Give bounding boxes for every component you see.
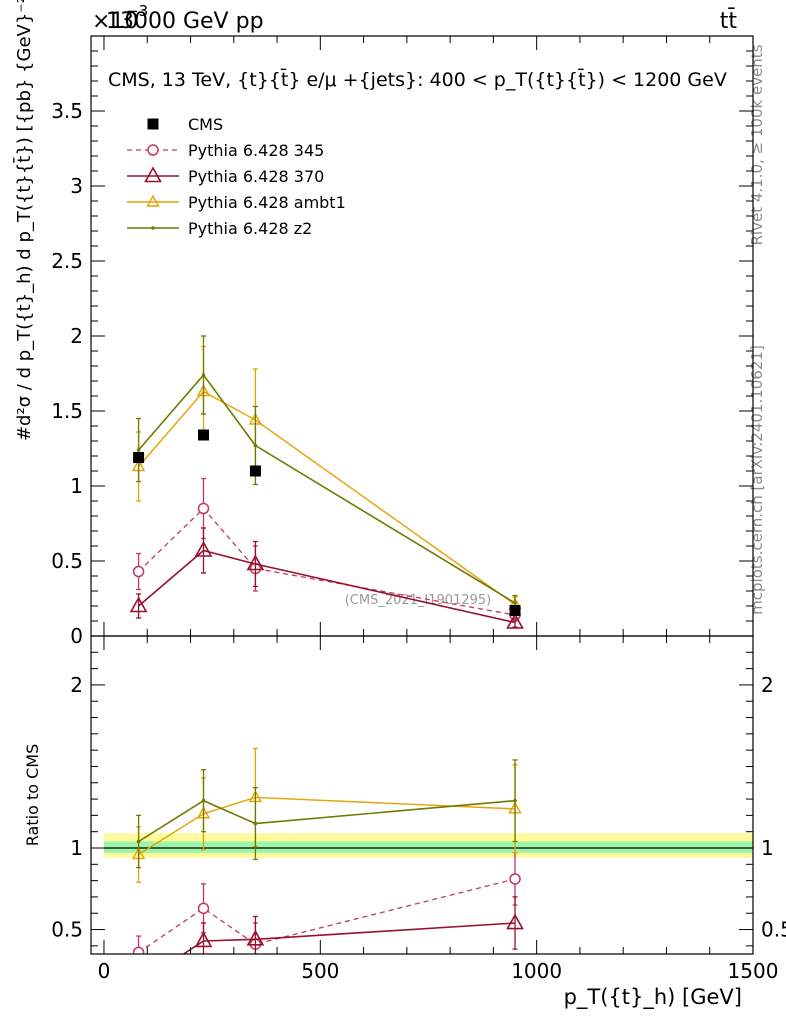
legend: CMS Pythia 6.428 345 Pythia 6.428 370 Pythi… [127,115,346,238]
z2-point [136,839,141,844]
p370-point [194,540,213,557]
process-title: 13000 GeV pp [106,9,264,34]
p345-point [509,873,521,885]
cms-point [133,452,145,463]
p370-line [138,549,516,624]
legend-marker-p370 [144,166,162,183]
final-state-title: tt̄ [720,8,738,34]
cms-point [249,465,261,477]
ratio-plot-area [103,747,753,989]
p345-point [132,565,145,578]
p370-line [182,922,516,954]
legend-label-ambt1: Pythia 6.428 ambt1 [188,193,346,212]
main-y-tick-label: 0.5 [51,549,83,573]
p345-point [132,946,145,954]
ratio-y-tick-label: 0.5 [51,918,83,942]
z2-point [253,443,258,448]
legend-marker-cms [147,118,159,130]
z2-line [138,799,516,843]
z2-point [201,373,206,377]
x-tick-label: 0 [98,959,111,983]
main-y-tick-label: 1 [70,474,83,498]
analysis-annotation: CMS, 13 TeV, {t}{t̄} e/μ +{jets}: 400 < … [108,67,727,91]
x-tick-label: 1500 [728,959,779,983]
main-y-tick-label: 3.5 [51,99,83,123]
rivet-version-note: Rivet 4.1.0, ≥ 100k events [748,44,766,245]
p345-line [138,878,516,953]
main-y-tick-label: 1.5 [51,399,83,423]
main-y-tick-label: 2 [70,324,83,348]
z2-point [513,798,517,803]
legend-label-p345: Pythia 6.428 345 [188,141,324,160]
main-y-tick-label: 2.5 [51,249,83,273]
ratio-frame [90,635,754,955]
ratio-y-tick-label: 1 [70,836,83,860]
p370-point [194,931,213,948]
mcplots-note: mcplots.cern.ch [arXiv:2401.10621] [748,345,766,615]
main-plot-area [129,335,524,629]
p370-point [506,913,524,930]
p370-point [131,975,146,989]
ratio-y-tick-label-right: 1 [761,836,774,860]
main-panel: 0 0.5 1 1.5 2 2.5 3 3.5 [51,36,754,648]
p370-point [506,612,524,629]
ratio-y-tick-label: 2 [70,673,83,697]
main-y-tick-label: 3 [70,174,83,198]
p370-point [246,554,265,571]
x-tick-label: 500 [301,959,339,983]
uncertainty-band-inner [103,841,753,853]
p370-point [246,929,265,946]
z2-point [136,448,141,452]
p345-point [197,902,210,915]
cms-point [197,429,209,441]
legend-label-z2: Pythia 6.428 z2 [188,219,312,238]
z2-point [253,821,258,826]
cms-point [509,605,521,616]
scale-exponent: −3 [126,2,148,20]
x-axis-label: p_T({t}_h) [GeV] [564,985,742,1010]
p345-point [197,502,210,515]
scale-prefix: ×10 [92,9,138,34]
p370-point [129,596,148,613]
ratio-y-tick-label-right: 2 [761,673,774,697]
z2-point [513,601,517,605]
legend-marker-p345 [147,144,159,156]
legend-marker-ambt1 [146,194,160,207]
z2-line [137,373,516,604]
ratio-y-tick-label-right: 0.5 [761,918,786,942]
ambt1-line [138,796,516,856]
z2-point [201,798,206,803]
ratio-panel: 0 500 1000 1500 0.5 0.5 1 1 2 2 [51,636,786,989]
main-y-axis-label: #d²σ / d p_T({t}_h) d p_T({t}{t̄}) [{pb}… [13,0,35,441]
main-y-tick-label: 0 [70,624,83,648]
p345-line [138,507,516,616]
legend-label-p370: Pythia 6.428 370 [188,167,324,186]
ratio-y-axis-label: Ratio to CMS [23,744,42,846]
ambt1-line [138,390,516,606]
x-tick-label: 1000 [511,959,562,983]
legend-marker-z2 [151,226,155,230]
legend-label-cms: CMS [188,115,223,134]
